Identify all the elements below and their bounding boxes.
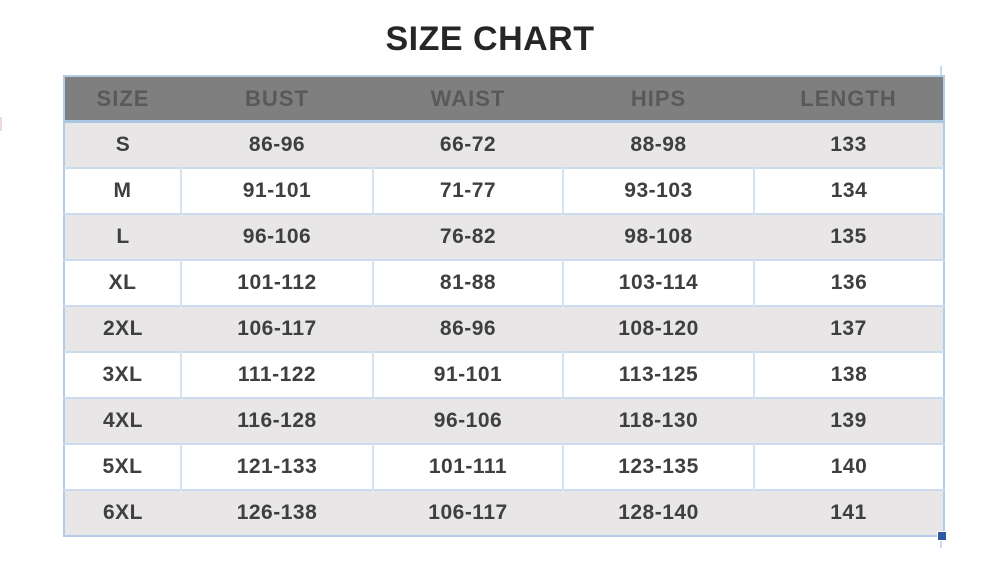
table-cell: 86-96	[373, 306, 563, 352]
table-cell: 126-138	[181, 490, 373, 536]
size-cell: 5XL	[64, 444, 181, 490]
table-row: 5XL 121-133 101-111 123-135 140	[64, 444, 944, 490]
table-cell: 111-122	[180, 352, 373, 398]
table-cell: 108-120	[563, 306, 754, 352]
table-cell: 71-77	[372, 168, 563, 214]
table-cell: 141	[754, 490, 944, 536]
table-cell: 96-106	[181, 214, 373, 260]
col-header-size: SIZE	[64, 76, 181, 122]
size-cell: S	[64, 121, 181, 168]
table-cell: 128-140	[563, 490, 754, 536]
table-row: XL 101-112 81-88 103-114 136	[64, 260, 944, 306]
left-edge-artifact	[0, 117, 2, 131]
table-cell: 136	[753, 260, 944, 306]
table-cell: 76-82	[373, 214, 563, 260]
selection-fill-handle[interactable]	[937, 531, 947, 541]
table-cell: 86-96	[181, 121, 373, 168]
header-row: SIZE BUST WAIST HIPS LENGTH	[64, 76, 944, 122]
table-cell: 116-128	[181, 398, 373, 444]
col-header-waist: WAIST	[373, 76, 563, 122]
table-row: S 86-96 66-72 88-98 133	[64, 121, 944, 168]
table-cell: 98-108	[563, 214, 754, 260]
size-cell: 6XL	[64, 490, 181, 536]
table-cell: 93-103	[562, 168, 754, 214]
table-cell: 123-135	[562, 444, 754, 490]
size-cell: M	[64, 168, 181, 214]
table-cell: 81-88	[372, 260, 563, 306]
table-cell: 134	[753, 168, 944, 214]
size-table-body: S 86-96 66-72 88-98 133 M 91-101 71-77 93-103 134…	[64, 121, 944, 536]
table-cell: 106-117	[373, 490, 563, 536]
col-header-bust: BUST	[181, 76, 373, 122]
col-header-length: LENGTH	[754, 76, 944, 122]
table-cell: 118-130	[563, 398, 754, 444]
table-row: 3XL 111-122 91-101 113-125 138	[64, 352, 944, 398]
table-cell: 101-112	[180, 260, 373, 306]
table-cell: 140	[753, 444, 944, 490]
table-cell: 139	[754, 398, 944, 444]
table-cell: 103-114	[562, 260, 754, 306]
table-cell: 133	[754, 121, 944, 168]
table-row: M 91-101 71-77 93-103 134	[64, 168, 944, 214]
size-chart-table-wrap: SIZE BUST WAIST HIPS LENGTH S 86-96 66-72 8…	[63, 66, 947, 548]
table-row: L 96-106 76-82 98-108 135	[64, 214, 944, 260]
size-cell: 2XL	[64, 306, 181, 352]
table-cell: 88-98	[563, 121, 754, 168]
page-title: SIZE CHART	[385, 20, 595, 58]
table-cell: 96-106	[373, 398, 563, 444]
table-cell: 66-72	[373, 121, 563, 168]
size-cell: XL	[64, 260, 181, 306]
table-cell: 135	[754, 214, 944, 260]
table-cell: 121-133	[180, 444, 373, 490]
table-cell: 101-111	[372, 444, 563, 490]
table-cell: 91-101	[180, 168, 373, 214]
table-cell: 138	[753, 352, 944, 398]
size-cell: 3XL	[64, 352, 181, 398]
table-row: 6XL 126-138 106-117 128-140 141	[64, 490, 944, 536]
table-row: 2XL 106-117 86-96 108-120 137	[64, 306, 944, 352]
table-row: 4XL 116-128 96-106 118-130 139	[64, 398, 944, 444]
table-cell: 113-125	[562, 352, 754, 398]
table-cell: 106-117	[181, 306, 373, 352]
table-cell: 137	[754, 306, 944, 352]
size-chart-table: SIZE BUST WAIST HIPS LENGTH S 86-96 66-72 8…	[63, 75, 945, 537]
size-cell: 4XL	[64, 398, 181, 444]
table-cell: 91-101	[372, 352, 563, 398]
size-cell: L	[64, 214, 181, 260]
col-header-hips: HIPS	[563, 76, 754, 122]
